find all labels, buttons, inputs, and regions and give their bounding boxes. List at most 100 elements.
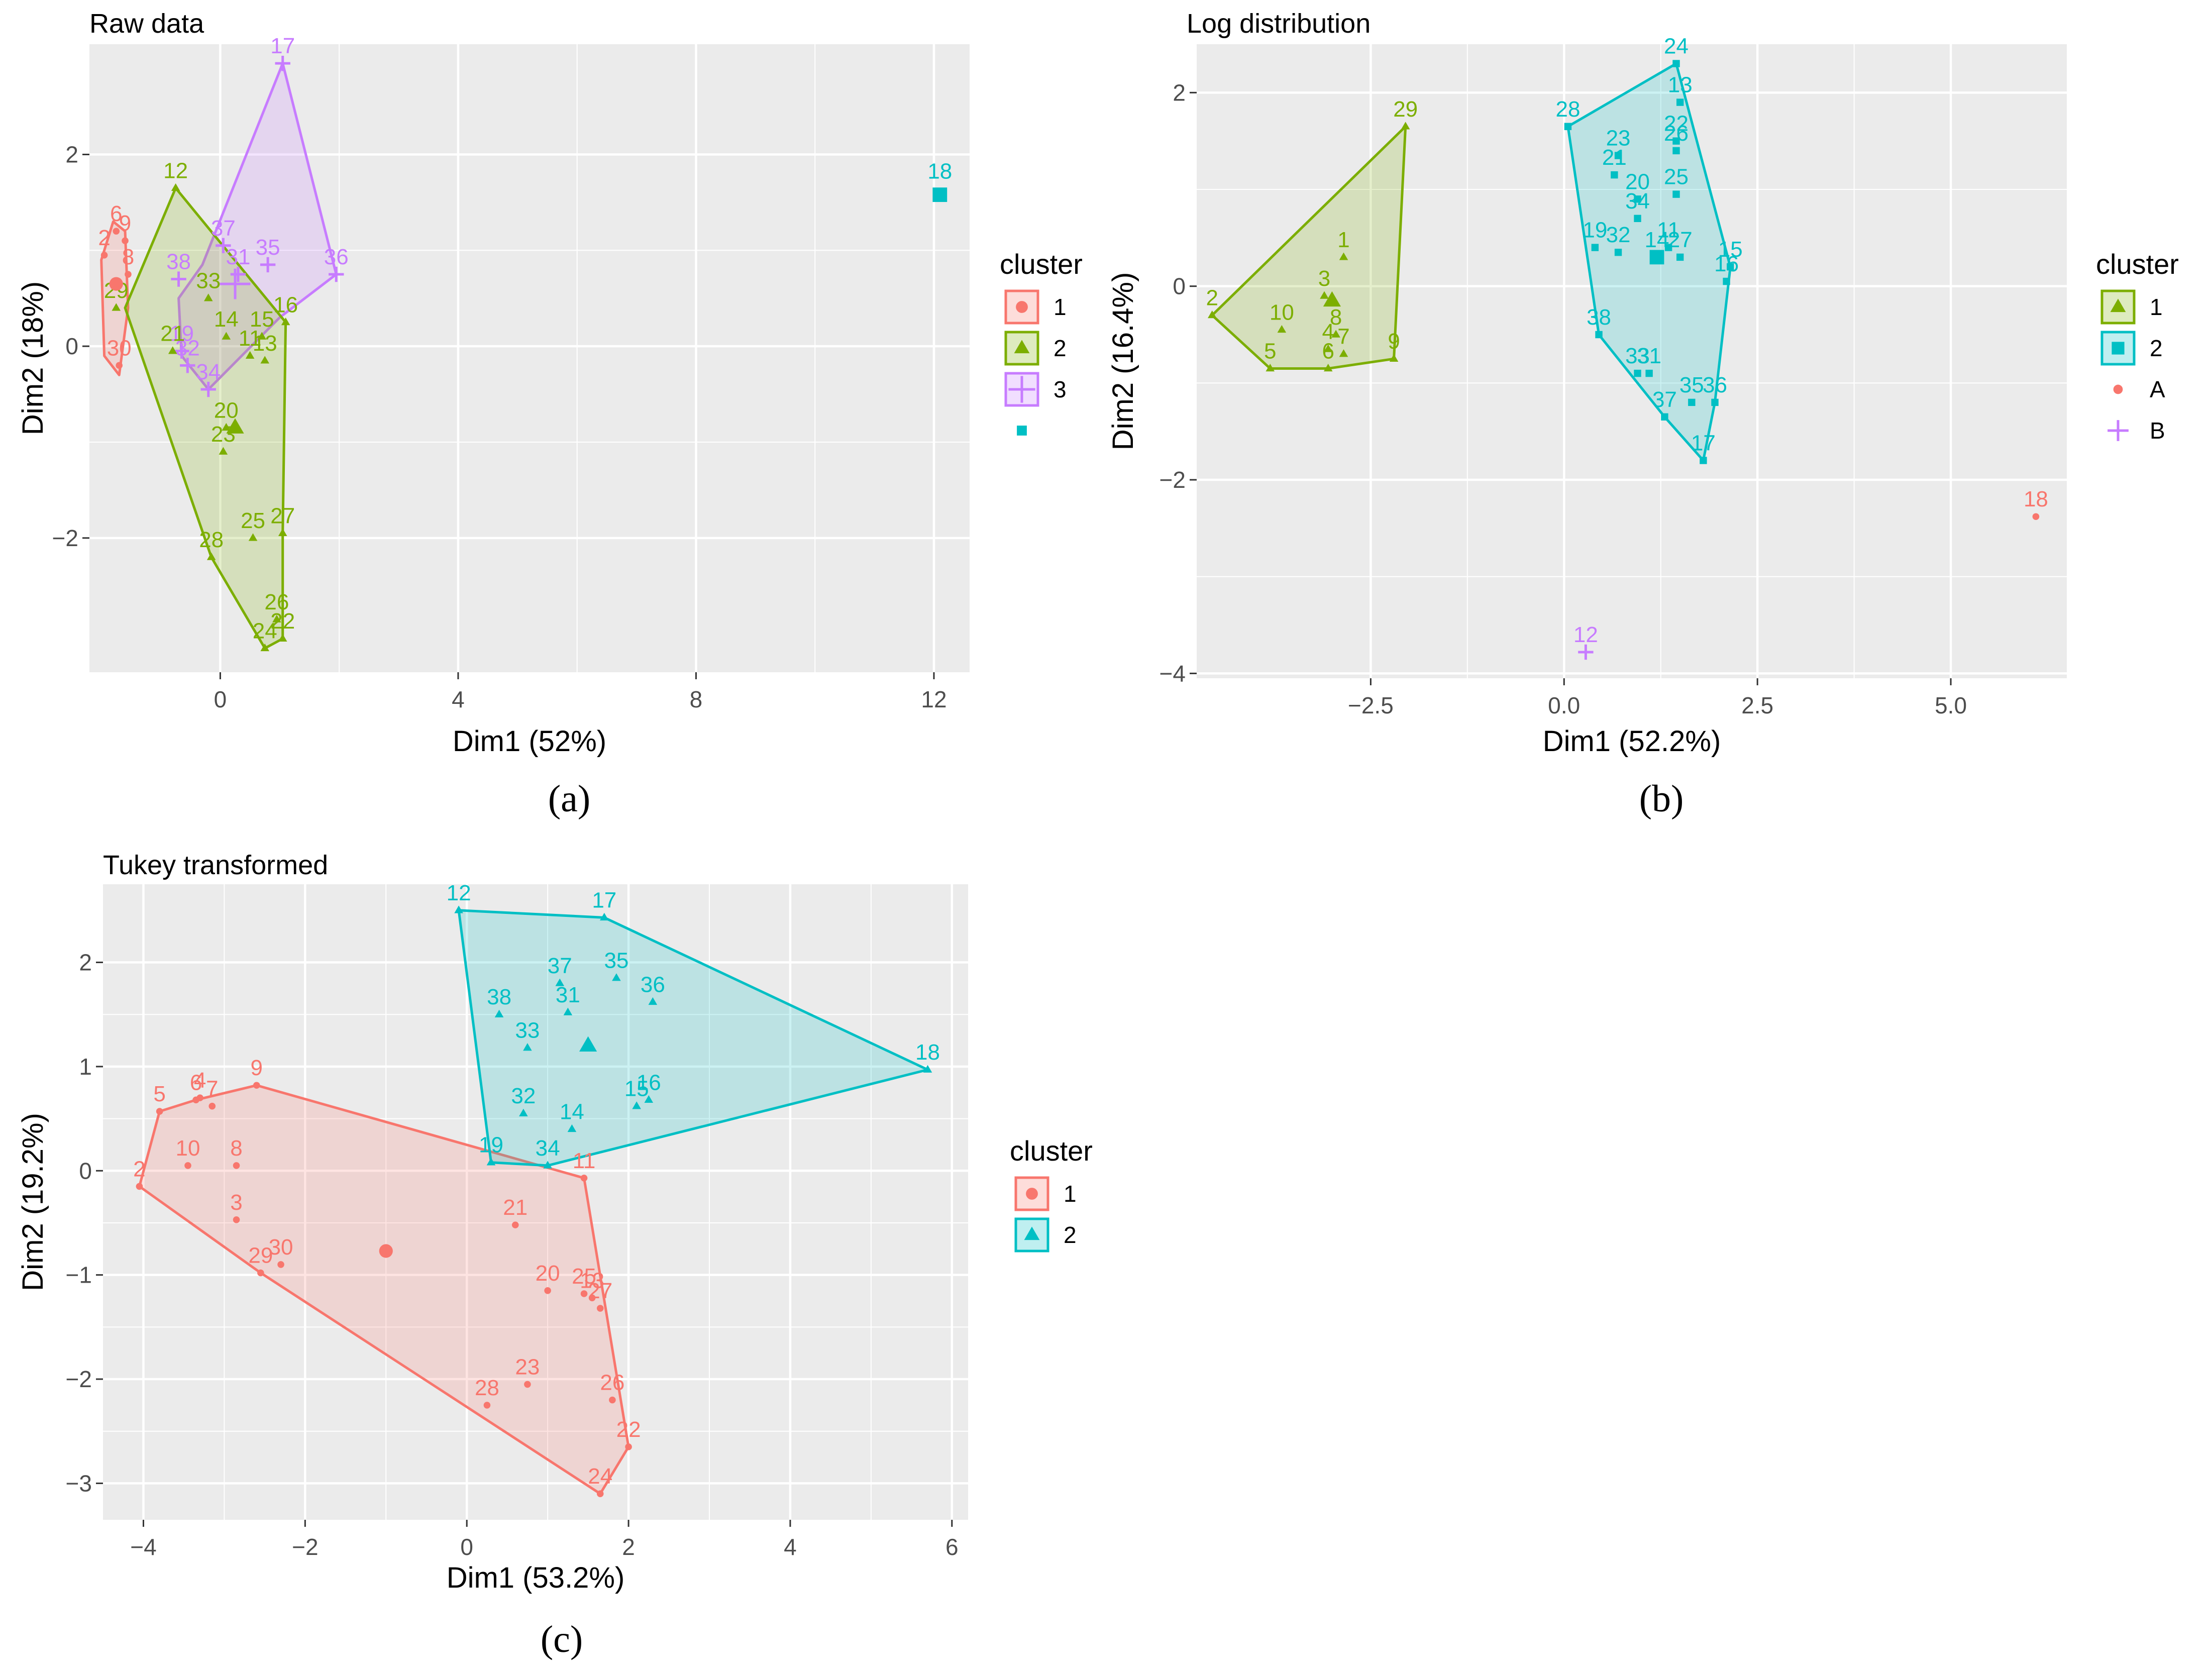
- data-point: [233, 1162, 240, 1169]
- point-label: 8: [230, 1136, 242, 1161]
- legend-key-marker: [1024, 1226, 1040, 1240]
- point-label: 23: [515, 1354, 540, 1379]
- panel-c-background: [103, 884, 968, 1520]
- cluster-hull: [1566, 62, 1732, 462]
- point-label: 21: [503, 1195, 528, 1220]
- y-tick-label: −2: [52, 525, 78, 551]
- point-label: 11: [239, 326, 262, 351]
- legend-title: cluster: [1010, 1135, 1093, 1167]
- point-label: 36: [641, 972, 665, 997]
- legend-label: 2: [1064, 1222, 1077, 1248]
- x-tick-label: 0.0: [1548, 692, 1580, 718]
- data-point: [206, 552, 216, 560]
- cluster-hull: [457, 909, 929, 1167]
- point-label: 35: [604, 949, 628, 973]
- point-label: 38: [1587, 305, 1611, 330]
- point-label: 23: [1606, 126, 1631, 151]
- data-point: [1711, 398, 1719, 406]
- data-point: [1672, 147, 1680, 155]
- data-point: [233, 1216, 240, 1223]
- data-point: [1614, 152, 1622, 159]
- point-label: 35: [1679, 373, 1704, 397]
- data-point: [544, 1287, 551, 1294]
- data-point: [329, 266, 344, 282]
- legend-label: A: [2150, 376, 2165, 402]
- point-label: 27: [270, 503, 295, 528]
- data-point: [1591, 244, 1599, 251]
- y-tick-label: 2: [65, 141, 78, 167]
- y-tick-label: 1: [79, 1054, 92, 1080]
- point-label: 12: [1573, 622, 1598, 647]
- data-point: [1331, 330, 1340, 338]
- legend-key-marker: [1026, 1188, 1038, 1200]
- data-point: [1661, 413, 1668, 421]
- point-label: 12: [447, 881, 471, 905]
- data-point: [1401, 122, 1410, 130]
- data-point: [1389, 354, 1399, 362]
- y-tick-label: −3: [66, 1470, 92, 1496]
- point-label: 9: [1388, 329, 1400, 354]
- point-label: 29: [248, 1243, 273, 1268]
- point-label: 2: [98, 226, 110, 250]
- chart-title: Log distribution: [1187, 9, 1371, 39]
- data-point: [1672, 137, 1680, 145]
- y-tick-label: 0: [65, 333, 78, 359]
- point-label: 6: [1322, 339, 1334, 363]
- data-point: [599, 912, 609, 921]
- point-label: 37: [548, 954, 572, 978]
- cluster-centroid: [220, 268, 251, 299]
- point-label: 17: [1691, 431, 1716, 455]
- point-label: 33: [515, 1018, 540, 1043]
- data-point: [2032, 513, 2040, 520]
- legend-key-marker: [1014, 340, 1030, 354]
- point-label: 38: [487, 985, 511, 1009]
- caption-b: (b): [1639, 778, 1684, 820]
- data-point: [196, 1094, 203, 1101]
- x-tick-label: −2.5: [1348, 692, 1394, 718]
- point-label: 9: [251, 1056, 263, 1080]
- data-point: [208, 1102, 216, 1110]
- point-label: 16: [637, 1070, 661, 1095]
- data-point: [612, 973, 621, 981]
- point-label: 24: [588, 1464, 612, 1489]
- point-label: 19: [1583, 218, 1607, 243]
- data-point: [1266, 364, 1275, 372]
- data-point: [1578, 644, 1594, 660]
- legend-key-marker: [1017, 426, 1027, 436]
- cluster-hull: [100, 220, 130, 376]
- point-label: 6: [110, 201, 122, 226]
- point-label: 14: [560, 1099, 584, 1124]
- x-tick-label: −4: [130, 1534, 156, 1560]
- data-point: [1688, 398, 1696, 406]
- data-point: [116, 362, 123, 369]
- data-point: [203, 293, 213, 301]
- data-point: [260, 356, 270, 364]
- cluster-centroid: [226, 418, 244, 434]
- data-point: [100, 252, 108, 259]
- data-point: [277, 1261, 284, 1268]
- point-label: 32: [1606, 223, 1631, 247]
- data-point: [122, 237, 129, 245]
- legend-title: cluster: [1000, 248, 1083, 280]
- legend-label: 1: [1064, 1181, 1077, 1207]
- cluster-centroid: [1323, 291, 1341, 307]
- data-point: [1645, 369, 1653, 377]
- point-label: 13: [580, 1268, 604, 1293]
- point-label: 2: [133, 1157, 145, 1181]
- point-label: 14: [214, 307, 239, 332]
- point-label: 21: [1602, 145, 1627, 170]
- point-label: 14: [1645, 228, 1669, 252]
- data-point: [483, 1402, 491, 1409]
- data-point: [253, 1082, 260, 1089]
- legend-a: cluster 1 2 3: [1000, 248, 1083, 436]
- point-label: 13: [253, 331, 277, 356]
- data-point: [136, 1183, 143, 1190]
- point-label: 27: [588, 1279, 612, 1303]
- point-label: 21: [160, 322, 185, 346]
- chart-title: Raw data: [89, 9, 204, 39]
- point-label: 3: [1318, 266, 1330, 291]
- data-point: [1727, 263, 1734, 271]
